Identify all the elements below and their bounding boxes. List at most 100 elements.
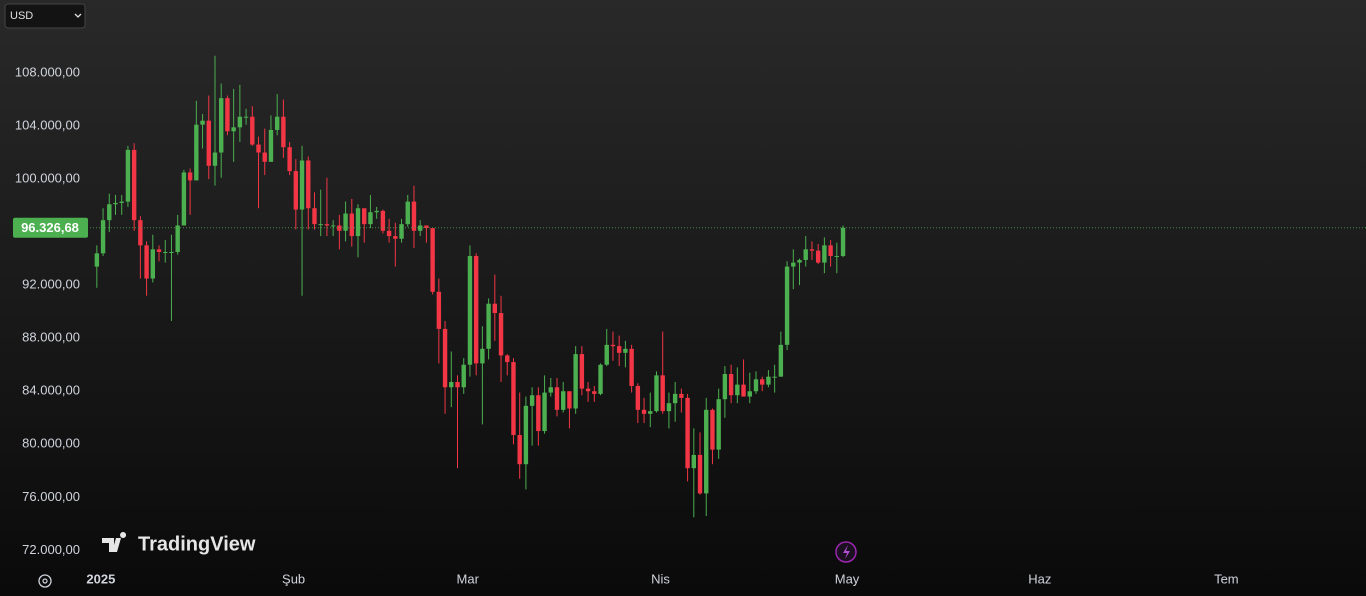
- candle-body: [654, 375, 659, 412]
- candle-body: [374, 210, 379, 213]
- candle-body: [150, 249, 156, 279]
- candle-body: [343, 213, 348, 231]
- candle-body: [156, 249, 162, 252]
- candle-body: [679, 393, 684, 398]
- settings-gear[interactable]: [38, 574, 52, 588]
- candle-body: [803, 249, 808, 260]
- y-tick-label: 80.000,00: [22, 436, 80, 451]
- candle-body: [442, 328, 448, 388]
- candle-body: [517, 435, 522, 465]
- candle-body: [480, 348, 485, 364]
- candle-body: [666, 403, 672, 412]
- candle-body: [312, 208, 317, 225]
- y-tick-label: 108.000,00: [15, 64, 80, 79]
- candle-body: [181, 172, 187, 226]
- candle-body: [268, 129, 274, 162]
- candle-body: [231, 127, 236, 132]
- candle-body: [399, 224, 404, 239]
- candle-body: [113, 202, 118, 205]
- x-tick-label: Haz: [1028, 571, 1051, 586]
- event-icon[interactable]: [835, 541, 857, 563]
- candle-body: [424, 225, 429, 229]
- settings-icon[interactable]: [38, 574, 52, 588]
- candle-body: [461, 364, 466, 388]
- currency-label[interactable]: USD: [10, 10, 33, 22]
- y-tick-label: 100.000,00: [15, 170, 80, 185]
- chevron[interactable]: [74, 13, 82, 18]
- candle-body: [697, 454, 703, 494]
- candle-body: [362, 208, 367, 225]
- candle-body: [206, 120, 211, 166]
- candle-body: [660, 375, 665, 412]
- candle-body: [324, 224, 330, 226]
- candle-body: [753, 379, 759, 392]
- candle-body: [200, 120, 205, 125]
- candle-body: [430, 228, 435, 292]
- candle-body: [648, 411, 653, 414]
- candle-body: [355, 208, 361, 237]
- candle-body: [616, 346, 622, 353]
- x-tick-label: Şub: [282, 571, 305, 586]
- candle-body: [710, 409, 715, 450]
- candle-body: [194, 124, 199, 181]
- candle-body: [598, 364, 603, 394]
- candle-body: [498, 313, 504, 356]
- candle-body: [536, 395, 541, 432]
- currency-select-box[interactable]: [4, 3, 86, 29]
- candle-body: [411, 201, 417, 231]
- x-tick-label: Tem: [1214, 571, 1239, 586]
- candle-body: [704, 409, 709, 494]
- candle-body: [511, 362, 516, 436]
- candle-body: [760, 379, 765, 385]
- candle-body: [672, 393, 678, 404]
- settings-gear-center[interactable]: [42, 578, 48, 584]
- candle-body: [592, 391, 597, 394]
- candle-body: [449, 381, 454, 388]
- candle-body: [784, 266, 790, 345]
- y-tick-label: 104.000,00: [15, 117, 80, 132]
- x-tick-label: May: [835, 571, 860, 586]
- candle-body: [119, 201, 124, 203]
- candle-body: [548, 387, 553, 393]
- candle-body: [529, 395, 535, 406]
- candle-body: [100, 220, 106, 254]
- candle-body: [287, 147, 292, 172]
- candle-body: [262, 152, 267, 162]
- candle-body: [585, 388, 591, 392]
- y-tick-label: 72.000,00: [22, 542, 80, 557]
- candle-body: [368, 212, 373, 225]
- logo-text[interactable]: TradingView: [138, 533, 256, 555]
- candle-body: [505, 355, 510, 363]
- logo-mark[interactable]: [102, 532, 127, 552]
- candle-body: [318, 224, 323, 226]
- currency-select[interactable]: USD: [4, 3, 86, 29]
- candle-body: [274, 116, 280, 130]
- candle-body: [243, 116, 249, 118]
- logo[interactable]: TradingView: [102, 532, 256, 555]
- candle-body: [256, 144, 261, 153]
- y-tick-label: 92.000,00: [22, 277, 80, 292]
- candle-body: [144, 245, 149, 279]
- candle-body: [797, 259, 802, 263]
- candle-body: [828, 245, 833, 256]
- candle-body: [716, 399, 721, 450]
- candle-body: [467, 255, 473, 365]
- candle-body: [293, 171, 299, 210]
- candle-body: [722, 374, 728, 400]
- y-tick-label: 76.000,00: [22, 489, 80, 504]
- candle-body: [815, 250, 821, 263]
- candle-body: [610, 344, 616, 347]
- candle-body: [94, 253, 100, 267]
- candle-body: [330, 225, 336, 227]
- candle-body: [834, 255, 840, 257]
- candle-body: [561, 391, 566, 410]
- event-bolt[interactable]: [843, 545, 850, 559]
- candle-body: [741, 384, 746, 397]
- candle-body: [138, 220, 143, 246]
- candle-body: [635, 385, 641, 410]
- candles: [94, 55, 846, 518]
- candle-body: [225, 98, 230, 132]
- candle-body: [542, 392, 547, 432]
